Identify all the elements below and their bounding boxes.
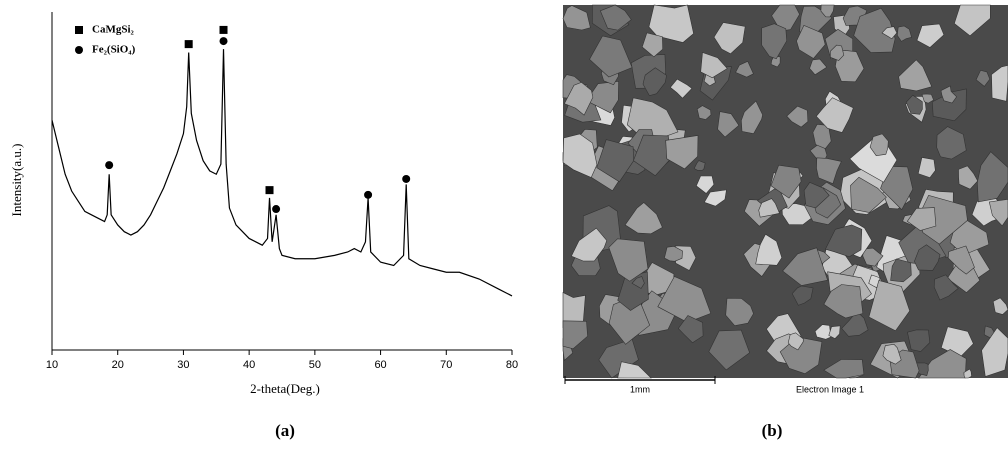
- peak-marker: [105, 161, 113, 169]
- peak-marker: [185, 40, 193, 48]
- x-tick-label: 70: [440, 359, 452, 371]
- peak-marker: [364, 191, 372, 199]
- peak-marker: [402, 175, 410, 183]
- scale-bar-label: 1mm: [630, 384, 650, 394]
- x-tick-label: 30: [177, 359, 189, 371]
- peak-marker: [266, 186, 274, 194]
- xrd-line: [52, 49, 512, 296]
- x-tick-label: 60: [374, 359, 386, 371]
- image-caption: Electron Image 1: [796, 384, 864, 394]
- peak-marker: [220, 37, 228, 45]
- legend-label: CaMgSi₂: [92, 24, 135, 36]
- peak-marker: [220, 26, 228, 34]
- panel-label: (b): [762, 421, 783, 440]
- legend-swatch: [75, 26, 83, 34]
- x-tick-label: 20: [112, 359, 124, 371]
- legend-swatch: [75, 46, 83, 54]
- x-tick-label: 40: [243, 359, 255, 371]
- y-axis-label: Intensity(a.u.): [9, 144, 24, 217]
- legend-label: Fe₂(SiO₄): [92, 44, 136, 56]
- x-tick-label: 50: [309, 359, 321, 371]
- x-tick-label: 10: [46, 359, 58, 371]
- x-axis-label: 2-theta(Deg.): [250, 381, 320, 396]
- sem-image: [563, 5, 1008, 378]
- x-tick-label: 80: [506, 359, 518, 371]
- peak-marker: [272, 205, 280, 213]
- panel-label: (a): [275, 421, 295, 440]
